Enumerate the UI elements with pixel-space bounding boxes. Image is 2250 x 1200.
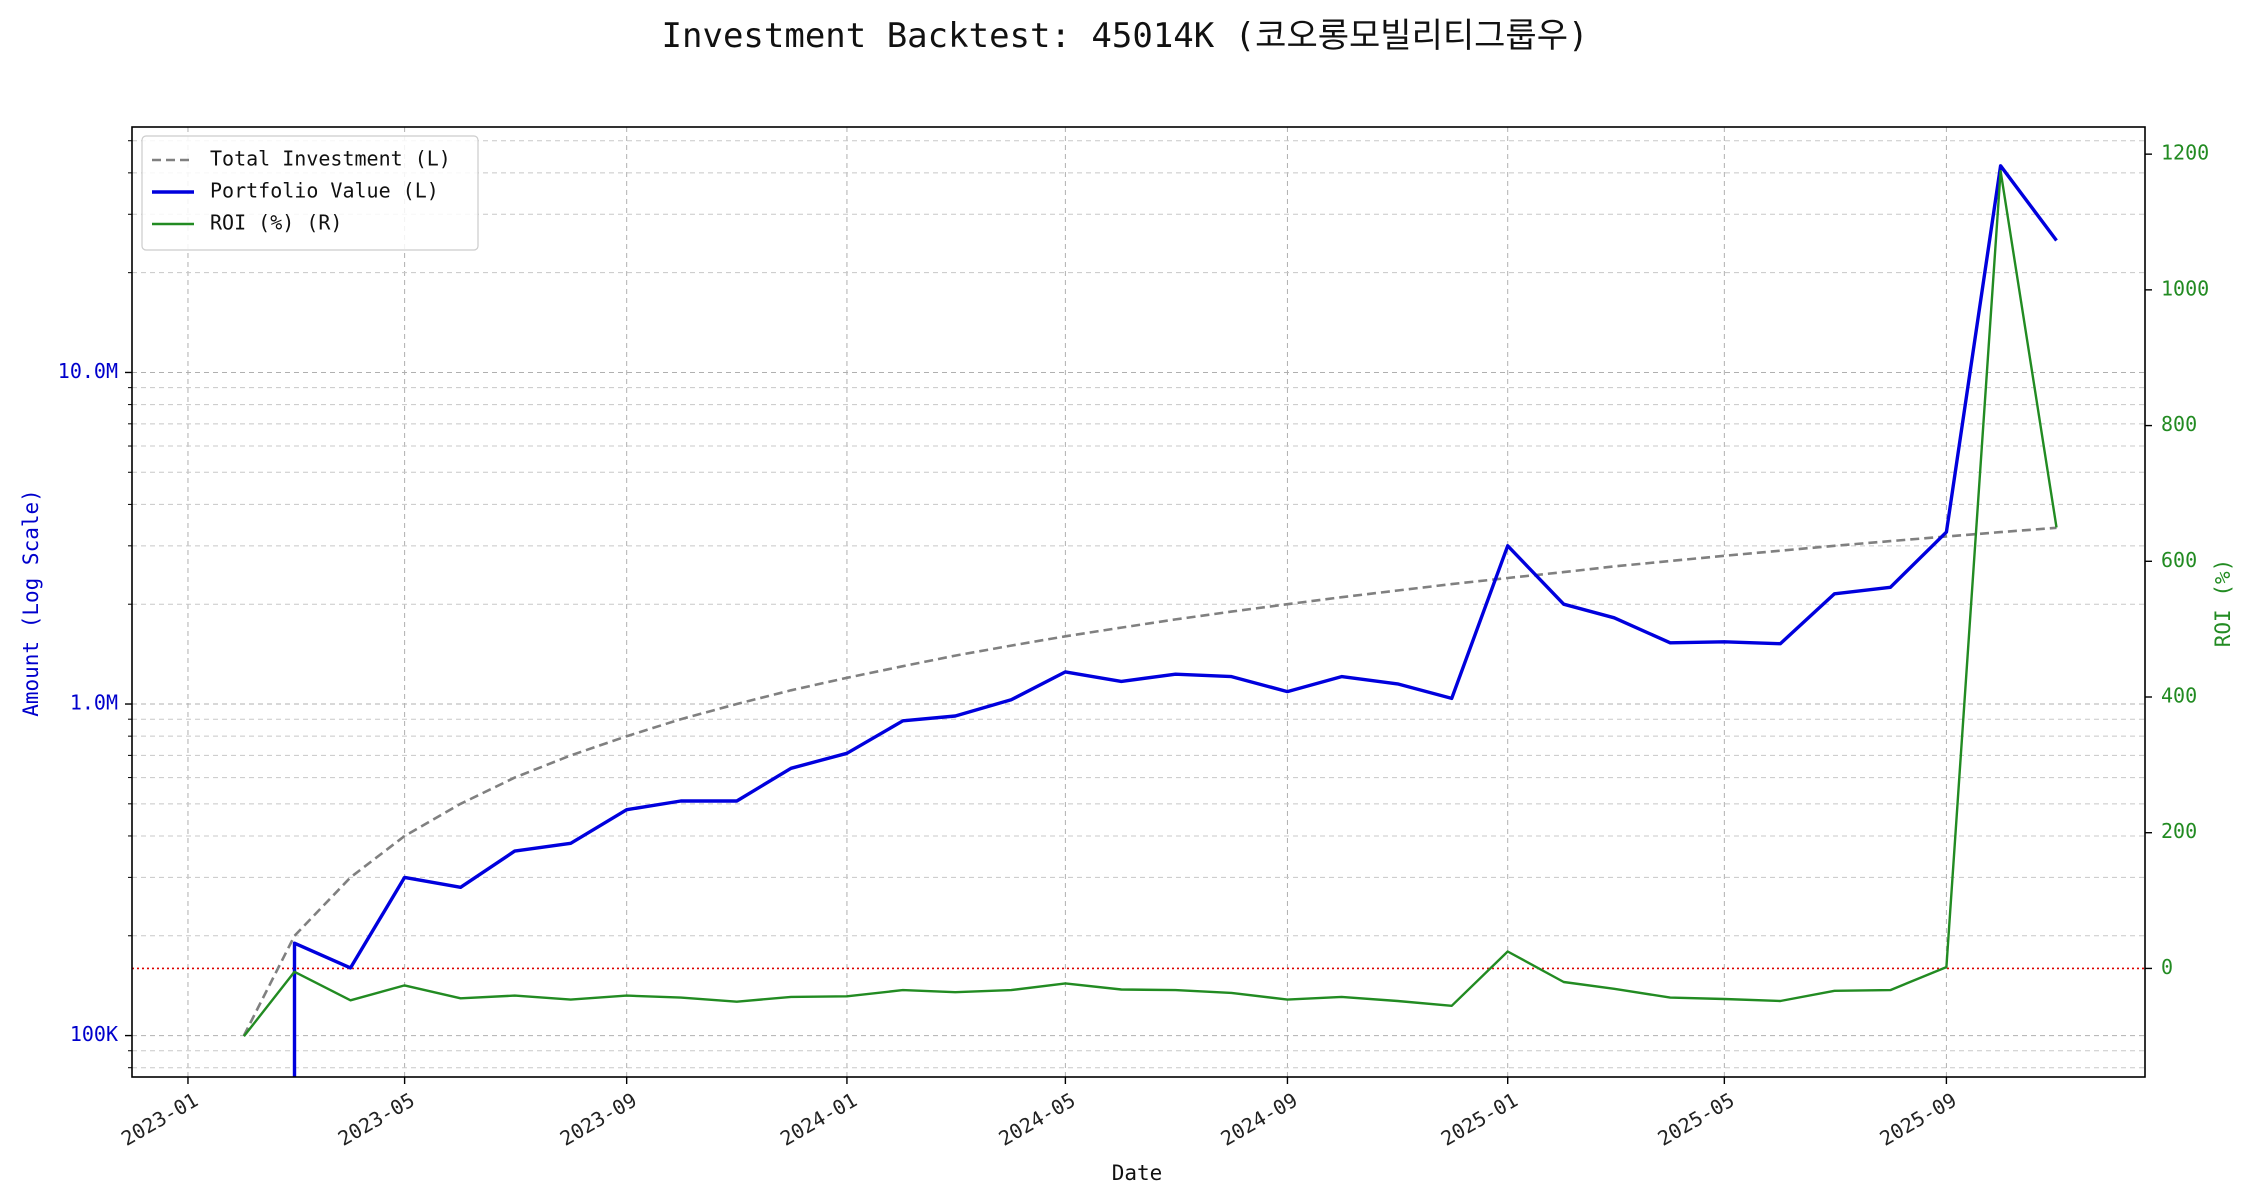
x-axis-label: Date: [1112, 1161, 1163, 1185]
chart-title: Investment Backtest: 45014K (코오롱모빌리티그룹우): [662, 16, 1589, 56]
legend-label: Total Investment (L): [210, 147, 451, 171]
roi-line: [242, 169, 2058, 1038]
y-axis-right-label: ROI (%): [2211, 559, 2235, 648]
legend-label: Portfolio Value (L): [210, 179, 439, 203]
y-right-tick-label: 1000: [2161, 276, 2209, 300]
series-lines: [242, 164, 2058, 1077]
legend: Total Investment (L) Portfolio Value (L) R…: [141, 135, 479, 251]
y-right-tick-label: 600: [2161, 548, 2197, 572]
total-investment-line: [242, 526, 2057, 1037]
y-right-tick-label: 400: [2161, 684, 2197, 708]
grid: [132, 127, 2145, 1077]
y-right-tick-label: 0: [2161, 955, 2173, 979]
y-right-tick-label: 1200: [2161, 141, 2209, 165]
legend-label: ROI (%) (R): [210, 211, 342, 235]
legend-box: [141, 135, 479, 251]
y-right-tick-label: 800: [2161, 412, 2197, 436]
y-right-tick-label: 200: [2161, 819, 2197, 843]
plot-frame: [131, 126, 2146, 1078]
portfolio-value-line: [292, 164, 2058, 1077]
y-axis-left-label: Amount (Log Scale): [19, 489, 43, 717]
y-left-tick-label: 1.0M: [70, 691, 118, 715]
y-left-tick-label: 100K: [70, 1022, 118, 1046]
y-left-tick-label: 10.0M: [58, 359, 118, 383]
